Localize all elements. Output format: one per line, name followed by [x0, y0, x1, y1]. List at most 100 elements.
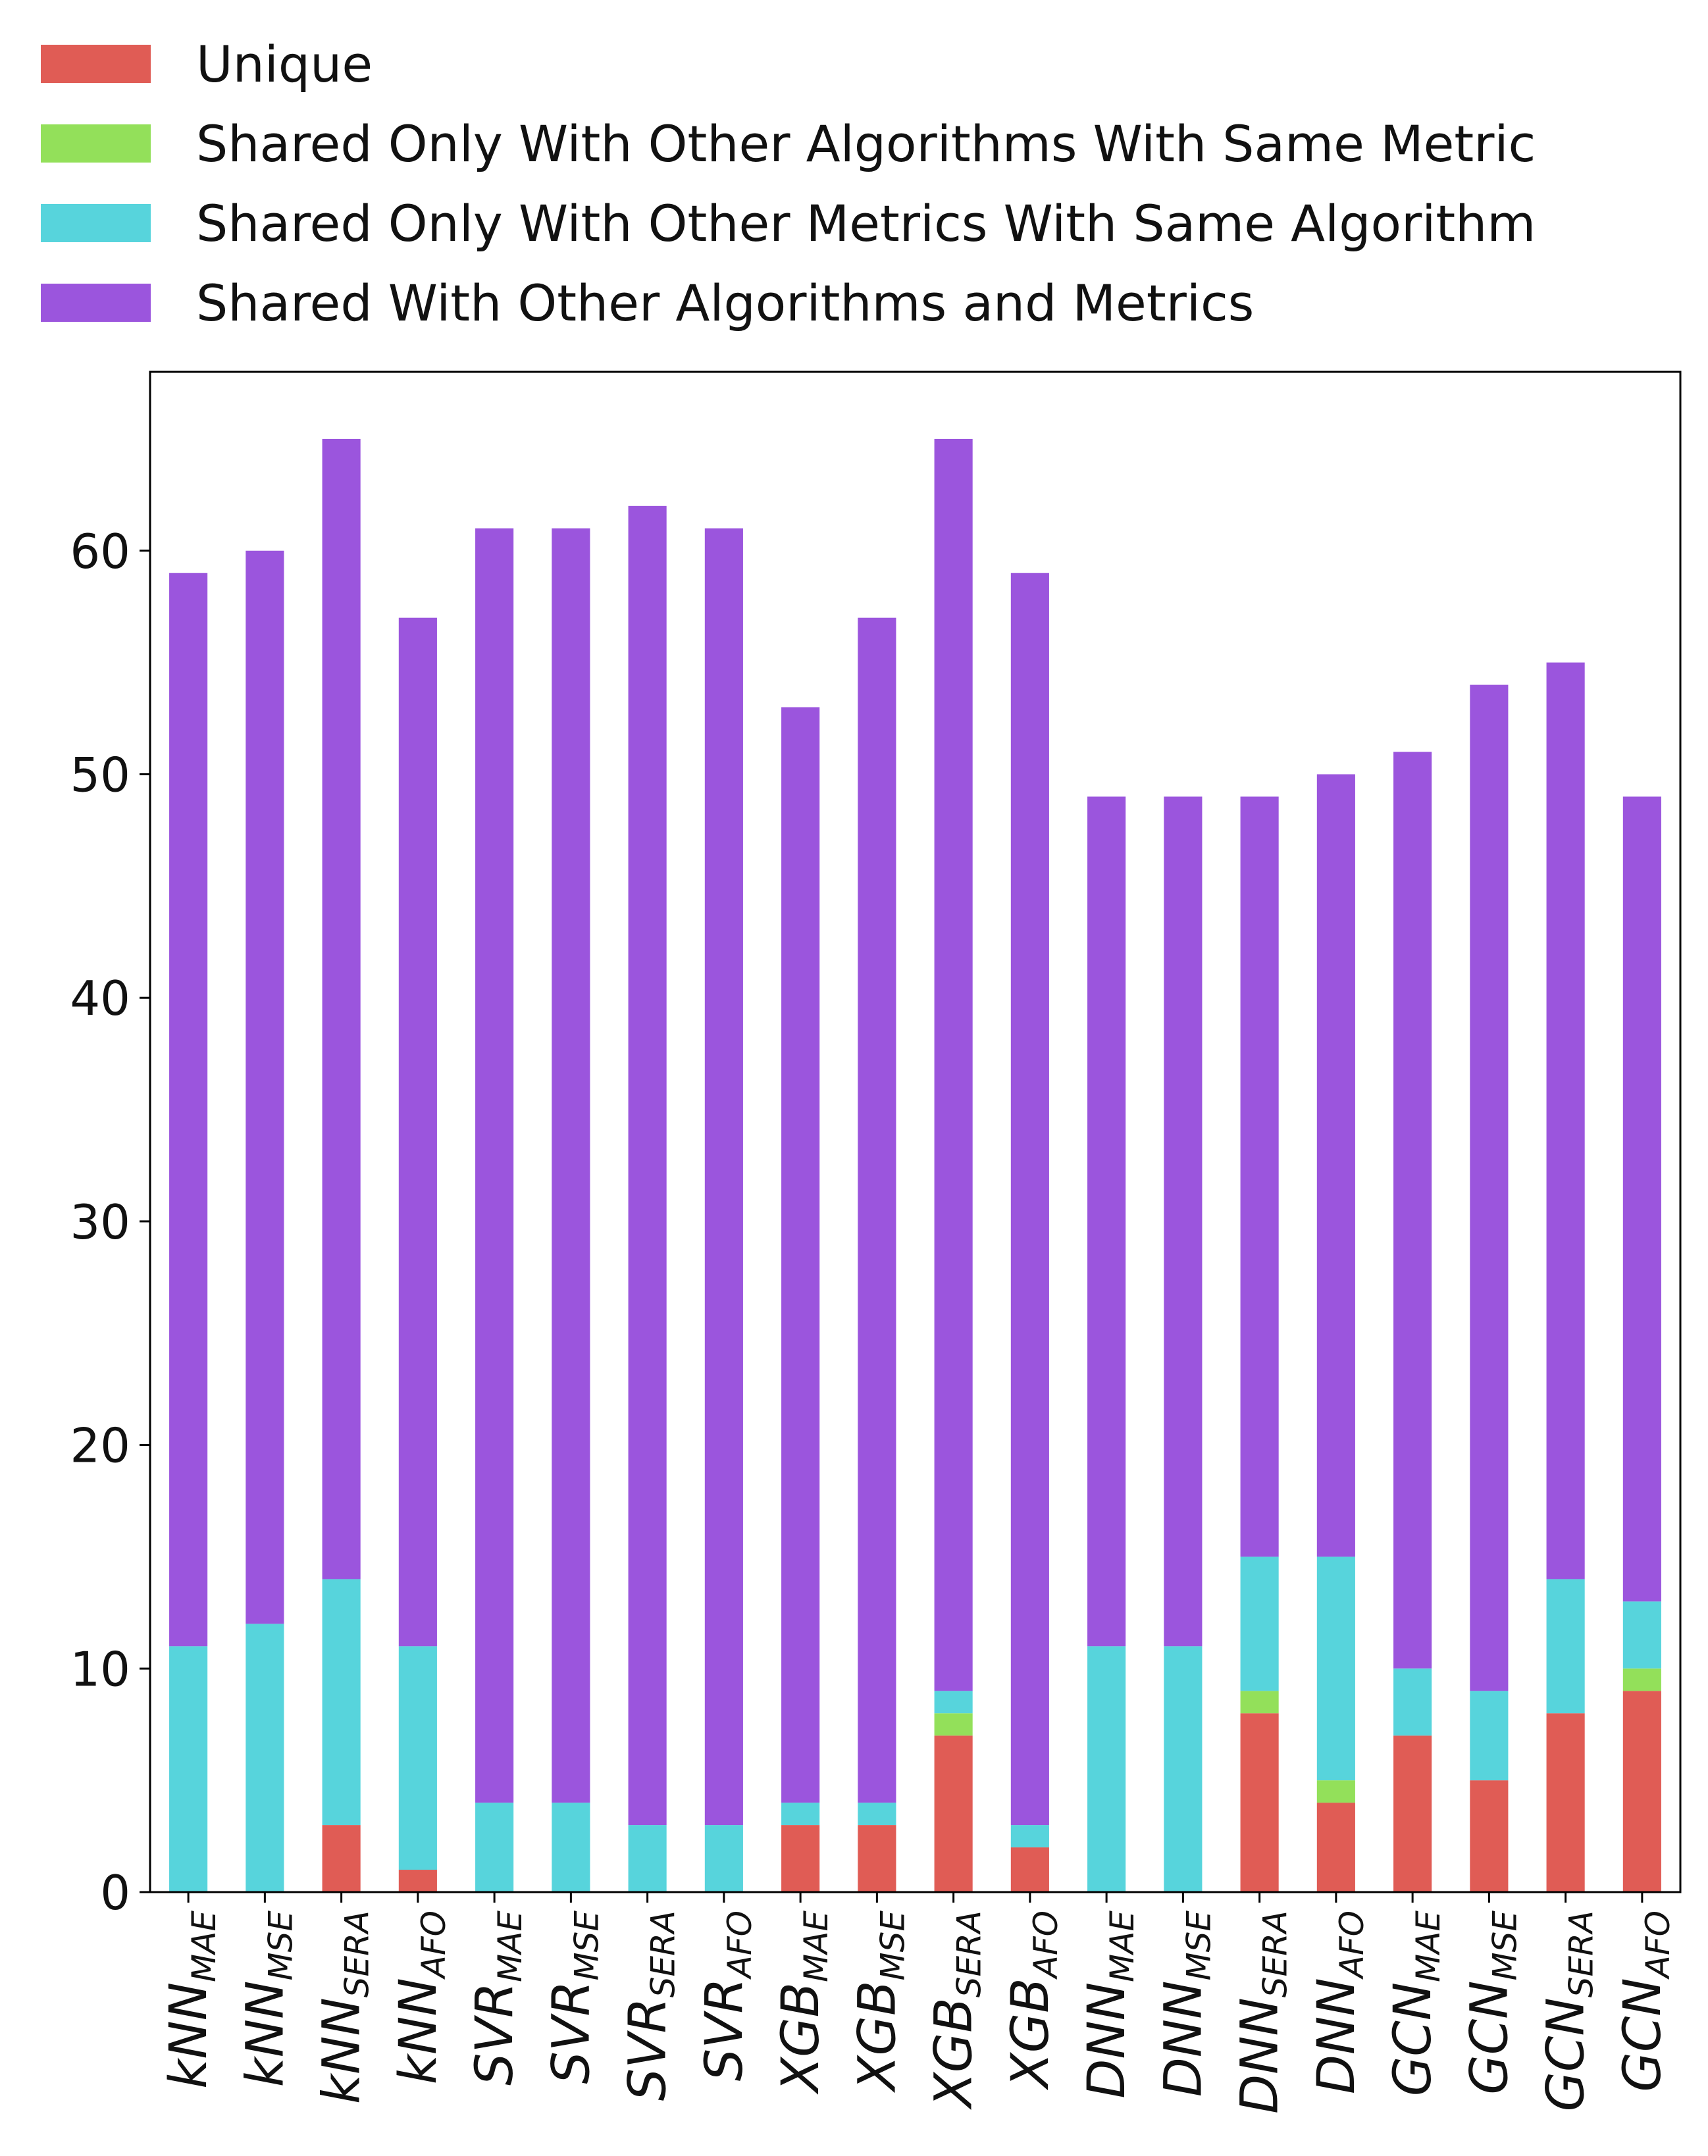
y-tick-label: 40: [70, 971, 130, 1026]
x-tick-label-base: kNN: [313, 1997, 372, 2104]
x-tick-label: SVRSERA: [619, 1911, 683, 2101]
x-tick-label: GCNMSE: [1460, 1911, 1524, 2095]
x-tick-label-base: XGB: [925, 1997, 984, 2110]
x-tick-label: kNNSERA: [313, 1911, 376, 2104]
x-tick-label-subscript: AFO: [1639, 1911, 1677, 1980]
bar-segment: [1393, 1735, 1432, 1892]
x-tick-label-base: GCN: [1460, 1980, 1519, 2094]
bar-segment: [1240, 1691, 1279, 1714]
x-tick-label-subscript: MAE: [1103, 1911, 1141, 1982]
x-tick-label-subscript: MAE: [1409, 1911, 1447, 1982]
x-tick-label: XGBSERA: [925, 1911, 989, 2111]
bar-segment: [781, 707, 820, 1803]
y-tick-label: 60: [70, 524, 130, 579]
bar-segment: [934, 1735, 973, 1892]
bar-segment: [1470, 684, 1509, 1691]
y-tick-label: 10: [70, 1641, 130, 1697]
bar-segment: [169, 1646, 208, 1892]
bar-segment: [1087, 796, 1126, 1647]
bar-segment: [398, 617, 437, 1647]
x-tick-label: kNNMSE: [236, 1911, 299, 2088]
x-tick-label-base: XGB: [848, 1980, 907, 2093]
x-tick-label-base: DNN: [1307, 1978, 1366, 2094]
x-tick-label-subscript: AFO: [415, 1911, 453, 1980]
bar-segment: [934, 438, 973, 1691]
plot-frame: [149, 371, 1682, 1893]
x-tick-label-subscript: AFO: [721, 1911, 759, 1980]
legend-swatch: [41, 45, 151, 83]
x-axis: kNNMAEkNNMSEkNNSERAkNNAFOSVRMAESVRMSESVR…: [159, 1892, 1677, 2114]
bar-segment: [322, 438, 361, 1579]
x-tick-label: XGBMAE: [771, 1911, 835, 2095]
x-tick-label-base: kNN: [389, 1978, 448, 2084]
bar-segment: [1622, 1601, 1661, 1669]
x-tick-label-subscript: AFO: [1333, 1911, 1371, 1980]
x-tick-label-base: XGB: [771, 1982, 831, 2095]
x-tick-label-base: kNN: [159, 1982, 219, 2089]
bar-segment: [1393, 752, 1432, 1669]
x-tick-label: SVRMSE: [542, 1911, 606, 2084]
bar-segment: [628, 505, 667, 1826]
x-tick-label-subscript: MAE: [185, 1911, 223, 1982]
bar-segment: [1546, 662, 1585, 1579]
bar-segment: [1316, 1556, 1355, 1781]
y-axis: 0 10 20 30 40 50 60: [70, 524, 150, 1920]
bar-segment: [934, 1713, 973, 1736]
x-tick-label: kNNAFO: [389, 1911, 453, 2084]
bar-segment: [1622, 796, 1661, 1602]
legend-swatch: [41, 124, 151, 163]
bar-segment: [398, 1870, 437, 1892]
x-tick-label: DNNMAE: [1077, 1911, 1141, 2099]
x-tick-label-base: SVR: [542, 1980, 601, 2084]
bar-segment: [1010, 573, 1049, 1826]
legend: Unique Shared Only With Other Algorithms …: [41, 35, 1536, 332]
bar-segment: [1240, 796, 1279, 1557]
legend-swatch: [41, 284, 151, 322]
bar-segment: [1470, 1780, 1509, 1892]
bar-segment: [322, 1825, 361, 1892]
bar-segment: [169, 573, 208, 1647]
y-tick-label: 50: [70, 747, 130, 802]
bar-segment: [934, 1691, 973, 1714]
bar-segment: [781, 1803, 820, 1826]
bar-segment: [1316, 774, 1355, 1557]
x-tick-label: DNNMSE: [1154, 1911, 1218, 2097]
bar-segment: [858, 617, 896, 1803]
x-tick-label-subscript: MSE: [873, 1911, 912, 1981]
legend-label: Shared Only With Other Algorithms With S…: [196, 115, 1536, 173]
x-tick-label-base: DNN: [1154, 1980, 1213, 2097]
bar-segment: [704, 1825, 743, 1892]
x-tick-label-base: GCN: [1537, 1997, 1596, 2111]
x-tick-label-base: GCN: [1613, 1978, 1672, 2092]
x-tick-label-subscript: SERA: [644, 1911, 683, 1997]
bar-segment: [398, 1646, 437, 1870]
bar-segment: [1546, 1579, 1585, 1714]
legend-label: Shared With Other Algorithms and Metrics: [196, 274, 1254, 332]
x-tick-label: DNNAFO: [1307, 1911, 1371, 2094]
bar-segment: [552, 1803, 590, 1892]
bar-segment: [1164, 796, 1203, 1647]
bar-segment: [858, 1803, 896, 1826]
x-tick-label: SVRAFO: [695, 1911, 759, 2081]
bar-segment: [1087, 1646, 1126, 1892]
bar-segment: [858, 1825, 896, 1892]
bar-segment: [552, 528, 590, 1803]
bar-segment: [1393, 1668, 1432, 1736]
x-tick-label-subscript: SERA: [1563, 1911, 1601, 1997]
x-tick-label-subscript: AFO: [1027, 1911, 1065, 1980]
x-tick-label: XGBAFO: [1001, 1911, 1065, 2091]
bar-segment: [1622, 1668, 1661, 1691]
x-tick-label: XGBMSE: [848, 1911, 912, 2093]
y-tick-label: 0: [100, 1865, 130, 1920]
x-tick-label-subscript: SERA: [950, 1911, 989, 1997]
legend-swatch: [41, 204, 151, 242]
bar-series-group: [169, 438, 1661, 1892]
x-tick-label: kNNMAE: [159, 1911, 223, 2089]
y-tick-label: 30: [70, 1194, 130, 1250]
bar-segment: [475, 528, 514, 1803]
x-tick-label-subscript: SERA: [338, 1911, 376, 1997]
x-tick-label-subscript: MSE: [1179, 1911, 1218, 1981]
bar-segment: [475, 1803, 514, 1892]
y-tick-label: 20: [70, 1418, 130, 1474]
